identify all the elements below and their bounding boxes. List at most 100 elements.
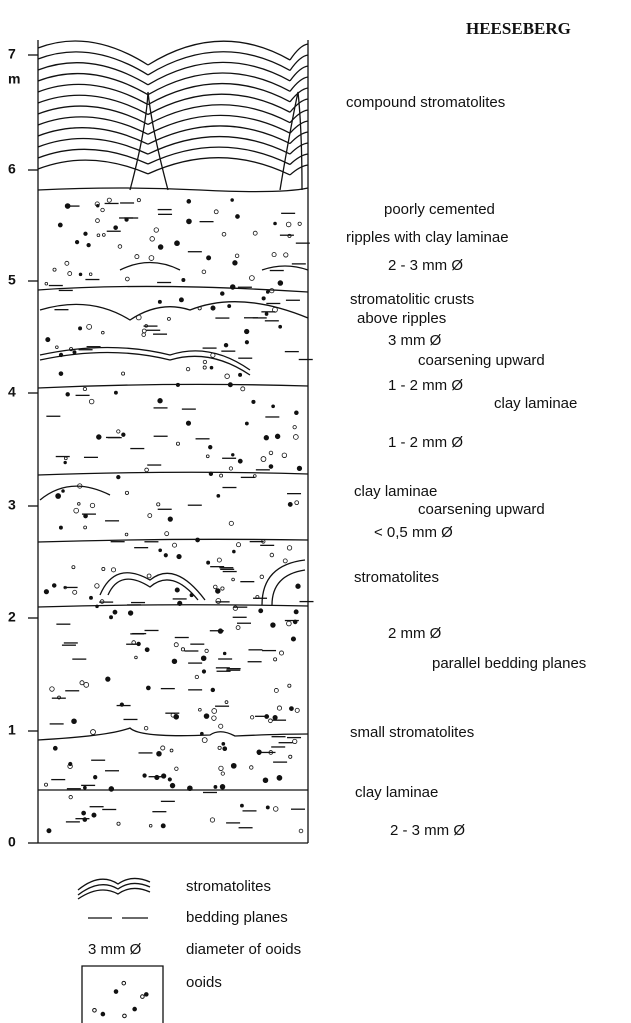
column-drawing: [120, 263, 308, 271]
column-drawing: [145, 648, 149, 652]
column-drawing: [175, 767, 178, 770]
column-drawing: [38, 149, 148, 164]
column-drawing: [240, 804, 243, 807]
column-drawing: [145, 468, 149, 472]
column-drawing: [89, 273, 92, 276]
column-drawing: [170, 783, 175, 788]
column-drawing: [72, 566, 75, 569]
scale-label: 0: [8, 834, 16, 850]
column-drawing: [228, 305, 231, 308]
column-drawing: [294, 411, 298, 415]
column-drawing: [123, 1014, 127, 1018]
column-drawing: [52, 584, 56, 588]
column-drawing: [147, 574, 151, 578]
column-drawing: [167, 317, 170, 320]
column-drawing: [298, 222, 301, 225]
column-drawing: [95, 584, 99, 588]
column-drawing: [159, 549, 162, 552]
column-drawing: [56, 494, 61, 499]
column-drawing: [203, 366, 206, 369]
legend: stromatolites bedding planes 3 mm Ø diam…: [78, 878, 301, 1023]
column-drawing: [220, 292, 224, 296]
column-drawing: [125, 533, 128, 536]
column-drawing: [164, 554, 167, 557]
column-drawing: [157, 751, 162, 756]
column-drawing: [135, 656, 138, 659]
annotations: compound stromatolites poorly cemented r…: [346, 94, 586, 839]
column-drawing: [238, 459, 242, 463]
column-drawing: [290, 44, 308, 60]
column-drawing: [144, 726, 148, 730]
column-drawing: [195, 675, 198, 678]
column-drawing: [202, 670, 205, 673]
column-drawing: [38, 74, 148, 95]
column-drawing: [225, 701, 228, 704]
column-drawing: [291, 637, 295, 641]
column-drawing: [58, 223, 62, 227]
column-drawing: [106, 677, 110, 681]
annotation: compound stromatolites: [346, 94, 505, 111]
column-drawing: [232, 578, 235, 581]
column-drawing: [207, 256, 211, 260]
column-drawing: [215, 589, 220, 594]
column-drawing: [279, 651, 283, 655]
column-drawing: [229, 521, 233, 525]
column-drawing: [157, 503, 160, 506]
annotation: poorly cemented: [384, 201, 495, 218]
annotation: coarsening upward: [418, 501, 545, 518]
column-drawing: [38, 605, 308, 607]
column-drawing: [38, 728, 308, 740]
column-drawing: [205, 649, 208, 652]
column-drawing: [53, 746, 57, 750]
column-drawing: [40, 486, 110, 500]
column-drawing: [293, 435, 298, 440]
column-drawing: [179, 298, 183, 302]
column-drawing: [245, 422, 248, 425]
column-drawing: [148, 115, 290, 134]
column-drawing: [294, 610, 298, 614]
column-drawing: [290, 121, 308, 133]
column-drawing: [122, 981, 126, 985]
column-drawing: [261, 457, 266, 462]
annotation: small stromatolites: [350, 724, 474, 741]
column-drawing: [220, 784, 225, 789]
column-drawing: [40, 302, 308, 320]
column-drawing: [96, 605, 99, 608]
column-drawing: [174, 643, 178, 647]
column-drawing: [44, 590, 48, 594]
column-drawing: [260, 575, 264, 579]
annotation: ripples with clay laminae: [346, 229, 509, 246]
column-drawing: [90, 503, 94, 507]
column-drawing: [274, 658, 277, 661]
column-drawing: [187, 786, 192, 791]
column-drawing: [149, 824, 152, 827]
column-drawing: [212, 716, 217, 721]
column-drawing: [288, 502, 292, 506]
column-drawing: [84, 682, 89, 687]
column-drawing: [250, 716, 253, 719]
column-drawing: [293, 425, 296, 428]
column-drawing: [158, 245, 163, 250]
scale-unit: m: [8, 71, 20, 87]
column-drawing: [148, 105, 290, 125]
column-drawing: [175, 588, 179, 592]
column-drawing: [69, 762, 72, 765]
column-drawing: [150, 237, 155, 242]
column-drawing: [143, 774, 146, 777]
column-drawing: [146, 686, 150, 690]
column-drawing: [38, 106, 148, 124]
column-drawing: [296, 584, 301, 589]
column-drawing: [136, 315, 141, 320]
column-drawing: [178, 601, 182, 605]
column-drawing: [209, 472, 213, 476]
column-drawing: [265, 715, 269, 719]
column-drawing: [287, 546, 291, 550]
column-drawing: [117, 822, 120, 825]
column-drawing: [269, 451, 273, 455]
column-drawing: [50, 687, 55, 692]
column-drawing: [142, 329, 146, 333]
annotation: stromatolitic crusts: [350, 291, 474, 308]
column-drawing: [211, 353, 215, 357]
column-drawing: [245, 341, 248, 344]
column-drawing: [277, 775, 282, 780]
